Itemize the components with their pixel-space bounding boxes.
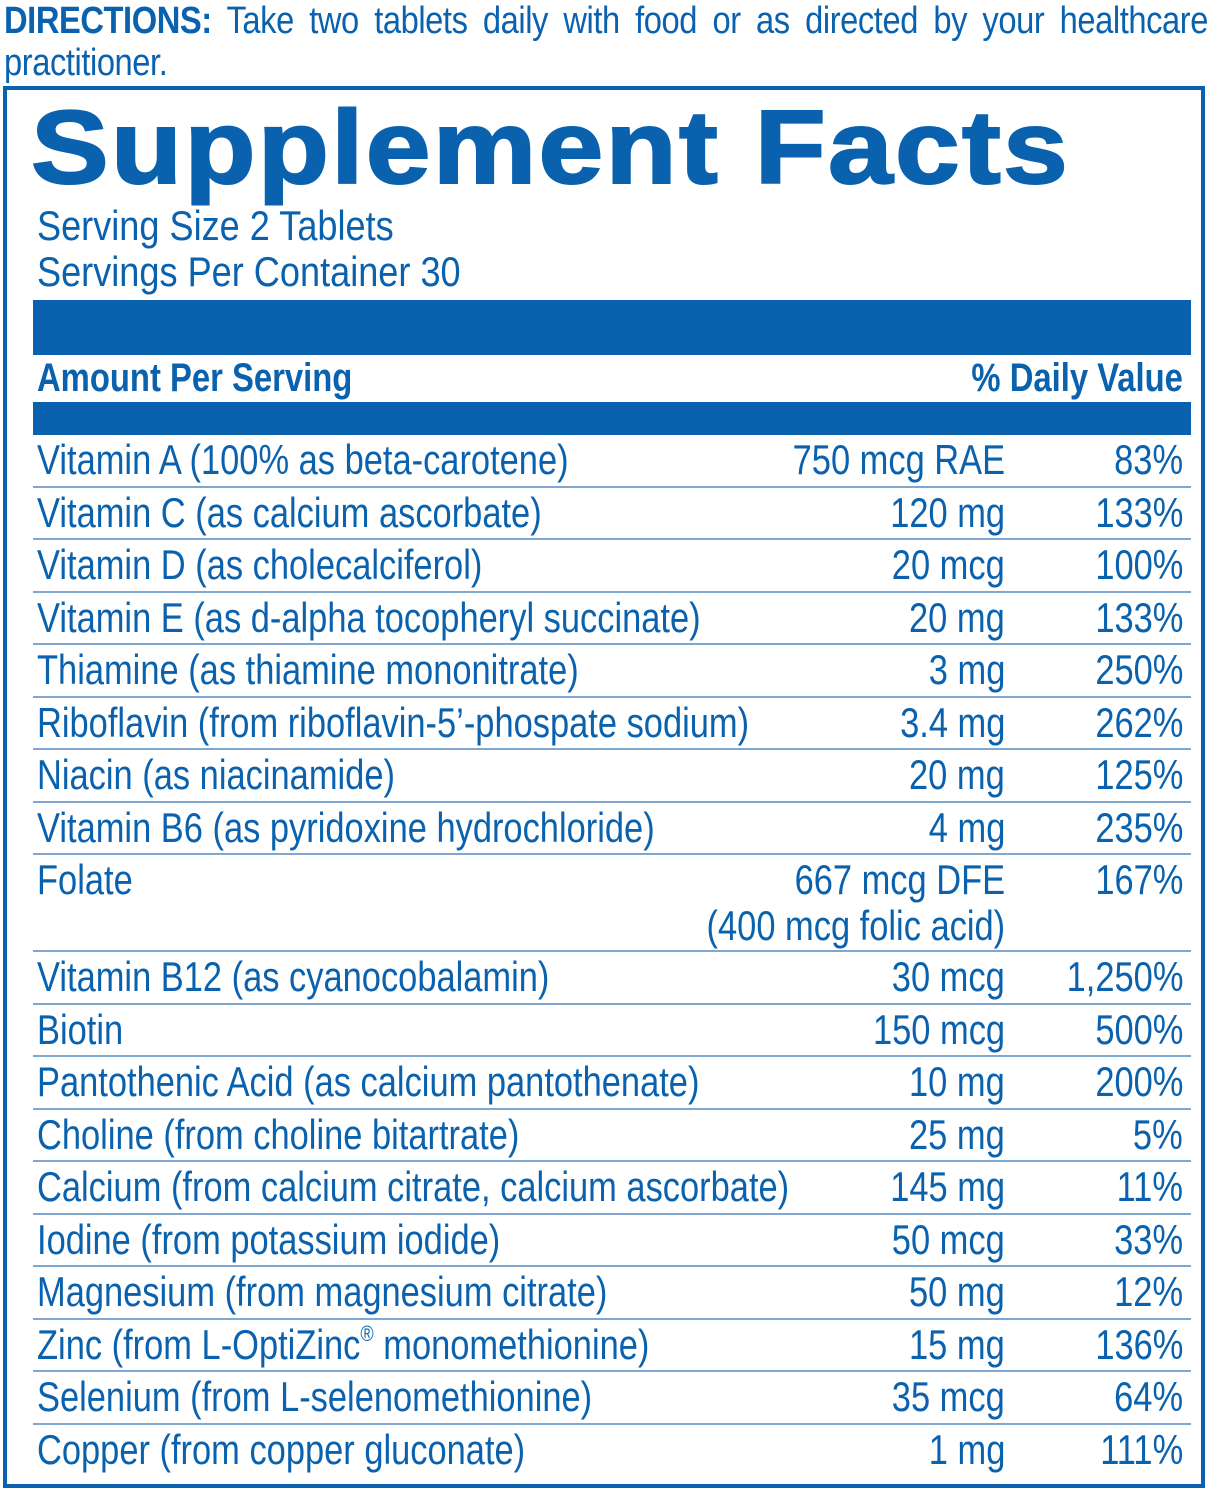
folate-amount-dfe: 667 mcg DFE (794, 856, 1005, 903)
nutrient-row-calcium: Calcium (from calcium citrate, calcium a… (33, 1162, 1191, 1215)
nutrient-name: Calcium (from calcium citrate, calcium a… (37, 1163, 790, 1210)
nutrient-name: Vitamin A (100% as beta-carotene) (37, 436, 569, 483)
nutrient-amount: 10 mg (909, 1058, 1005, 1105)
nutrient-name: Copper (from copper gluconate) (37, 1425, 526, 1473)
nutrient-amount: 120 mg (890, 488, 1005, 536)
nutrient-amount: 4 mg (928, 803, 1005, 851)
nutrient-daily-value: 235% (1094, 803, 1183, 851)
nutrient-name: Vitamin B12 (as cyanocobalamin) (37, 953, 550, 1000)
nutrient-amount: 50 mcg (892, 1215, 1005, 1263)
nutrient-row-riboflavin: Riboflavin (from riboflavin-5’-phospate … (33, 698, 1191, 750)
column-header-row: Amount Per Serving % Daily Value (37, 354, 1183, 402)
nutrient-amount: 20 mcg (892, 541, 1005, 588)
nutrient-name: Vitamin B6 (as pyridoxine hydrochloride) (37, 803, 655, 851)
nutrient-name: Biotin (37, 1005, 124, 1053)
nutrient-daily-value: 133% (1094, 593, 1183, 641)
nutrient-daily-value: 136% (1094, 1320, 1183, 1368)
nutrient-row-vitamin-c: Vitamin C (as calcium ascorbate) 120 mg … (33, 488, 1191, 540)
nutrient-row-magnesium: Magnesium (from magnesium citrate) 50 mg… (33, 1267, 1191, 1320)
nutrient-name: Choline (from choline bitartrate) (37, 1110, 520, 1158)
nutrient-amount: 20 mg (909, 593, 1005, 641)
nutrient-daily-value: 83% (1114, 436, 1183, 483)
directions-text: DIRECTIONS: Take two tablets daily with … (4, 0, 1208, 84)
nutrient-daily-value: 500% (1094, 1005, 1183, 1053)
nutrient-row-choline: Choline (from choline bitartrate) 25 mg … (33, 1110, 1191, 1162)
nutrient-amount: 667 mcg DFE (400 mcg folic acid) (706, 857, 1005, 949)
divider-bar-thick (33, 300, 1191, 355)
nutrient-name: Thiamine (as thiamine mononitrate) (37, 646, 579, 693)
nutrient-name: Vitamin C (as calcium ascorbate) (37, 488, 542, 536)
folate-amount-folic-acid: (400 mcg folic acid) (706, 902, 1005, 949)
nutrient-daily-value: 125% (1094, 751, 1183, 798)
nutrient-row-thiamine: Thiamine (as thiamine mononitrate) 3 mg … (33, 645, 1191, 698)
nutrient-daily-value: 200% (1094, 1058, 1183, 1105)
nutrient-amount: 145 mg (890, 1163, 1005, 1210)
nutrient-row-iodine: Iodine (from potassium iodide) 50 mcg 33… (33, 1215, 1191, 1267)
nutrient-row-selenium: Selenium (from L-selenomethionine) 35 mc… (33, 1372, 1191, 1425)
nutrient-daily-value: 5% (1133, 1110, 1183, 1158)
nutrient-daily-value: 11% (1116, 1163, 1183, 1210)
nutrient-row-copper: Copper (from copper gluconate) 1 mg 111% (33, 1425, 1191, 1478)
nutrient-name: Selenium (from L-selenomethionine) (37, 1373, 593, 1420)
nutrient-amount: 150 mcg (872, 1005, 1005, 1053)
nutrient-amount: 30 mcg (892, 953, 1005, 1000)
nutrient-name: Magnesium (from magnesium citrate) (37, 1268, 608, 1315)
registered-trademark-mark: ® (360, 1320, 374, 1346)
nutrient-name: Niacin (as niacinamide) (37, 751, 395, 798)
nutrient-name: Vitamin E (as d-alpha tocopheryl succina… (37, 593, 701, 641)
directions-label: DIRECTIONS: (4, 0, 212, 42)
supplement-facts-panel: Supplement Facts Serving Size 2 Tablets … (3, 86, 1205, 1488)
directions-body: Take two tablets daily with food or as d… (4, 0, 1208, 84)
nutrient-row-vitamin-b12: Vitamin B12 (as cyanocobalamin) 30 mcg 1… (33, 952, 1191, 1005)
nutrient-name: Folate (37, 856, 133, 903)
nutrient-row-biotin: Biotin 150 mcg 500% (33, 1005, 1191, 1057)
servings-per-container: Servings Per Container 30 (37, 248, 461, 295)
nutrient-row-pantothenic-acid: Pantothenic Acid (as calcium pantothenat… (33, 1057, 1191, 1110)
nutrient-amount: 15 mg (909, 1320, 1005, 1368)
nutrient-daily-value: 133% (1094, 488, 1183, 536)
header-daily-value: % Daily Value (971, 356, 1183, 400)
nutrient-row-folate: Folate 667 mcg DFE (400 mcg folic acid) 1… (33, 855, 1191, 952)
nutrient-amount: 50 mg (909, 1268, 1005, 1315)
nutrient-daily-value: 111% (1100, 1425, 1183, 1473)
nutrient-amount: 35 mcg (892, 1373, 1005, 1420)
nutrient-amount: 20 mg (909, 751, 1005, 798)
nutrient-amount: 3 mg (928, 646, 1005, 693)
nutrient-daily-value: 64% (1114, 1373, 1183, 1420)
zinc-name-suffix: monomethionine) (373, 1320, 650, 1368)
nutrient-amount: 25 mg (909, 1110, 1005, 1158)
nutrient-name: Iodine (from potassium iodide) (37, 1215, 501, 1263)
nutrient-row-vitamin-a: Vitamin A (100% as beta-carotene) 750 mc… (33, 435, 1191, 488)
nutrient-daily-value: 100% (1094, 541, 1183, 588)
nutrient-amount: 1 mg (928, 1425, 1005, 1473)
nutrient-name: Riboflavin (from riboflavin-5’-phospate … (37, 698, 750, 746)
header-amount-per-serving: Amount Per Serving (37, 356, 353, 400)
nutrient-table: Vitamin A (100% as beta-carotene) 750 mc… (33, 435, 1191, 1477)
nutrient-name: Zinc (from L-OptiZinc® monomethionine) (37, 1320, 650, 1368)
nutrient-daily-value: 167% (1094, 856, 1183, 903)
nutrient-daily-value: 1,250% (1066, 953, 1183, 1000)
nutrient-row-vitamin-d: Vitamin D (as cholecalciferol) 20 mcg 10… (33, 540, 1191, 593)
nutrient-amount: 3.4 mg (899, 698, 1005, 746)
nutrient-daily-value: 262% (1094, 698, 1183, 746)
nutrient-daily-value: 250% (1094, 646, 1183, 693)
nutrient-daily-value: 33% (1114, 1215, 1183, 1263)
nutrient-amount: 750 mcg RAE (792, 436, 1005, 483)
nutrient-row-vitamin-b6: Vitamin B6 (as pyridoxine hydrochloride)… (33, 803, 1191, 855)
panel-title: Supplement Facts (30, 89, 1071, 207)
divider-bar-thin (33, 402, 1191, 435)
nutrient-name: Pantothenic Acid (as calcium pantothenat… (37, 1058, 700, 1105)
nutrient-row-vitamin-e: Vitamin E (as d-alpha tocopheryl succina… (33, 593, 1191, 645)
zinc-name-prefix: Zinc (from L-OptiZinc (37, 1320, 361, 1368)
serving-size: Serving Size 2 Tablets (37, 202, 394, 249)
nutrient-name: Vitamin D (as cholecalciferol) (37, 541, 483, 588)
nutrient-row-zinc: Zinc (from L-OptiZinc® monomethionine) 1… (33, 1320, 1191, 1372)
nutrient-daily-value: 12% (1114, 1268, 1183, 1315)
nutrient-row-niacin: Niacin (as niacinamide) 20 mg 125% (33, 750, 1191, 803)
